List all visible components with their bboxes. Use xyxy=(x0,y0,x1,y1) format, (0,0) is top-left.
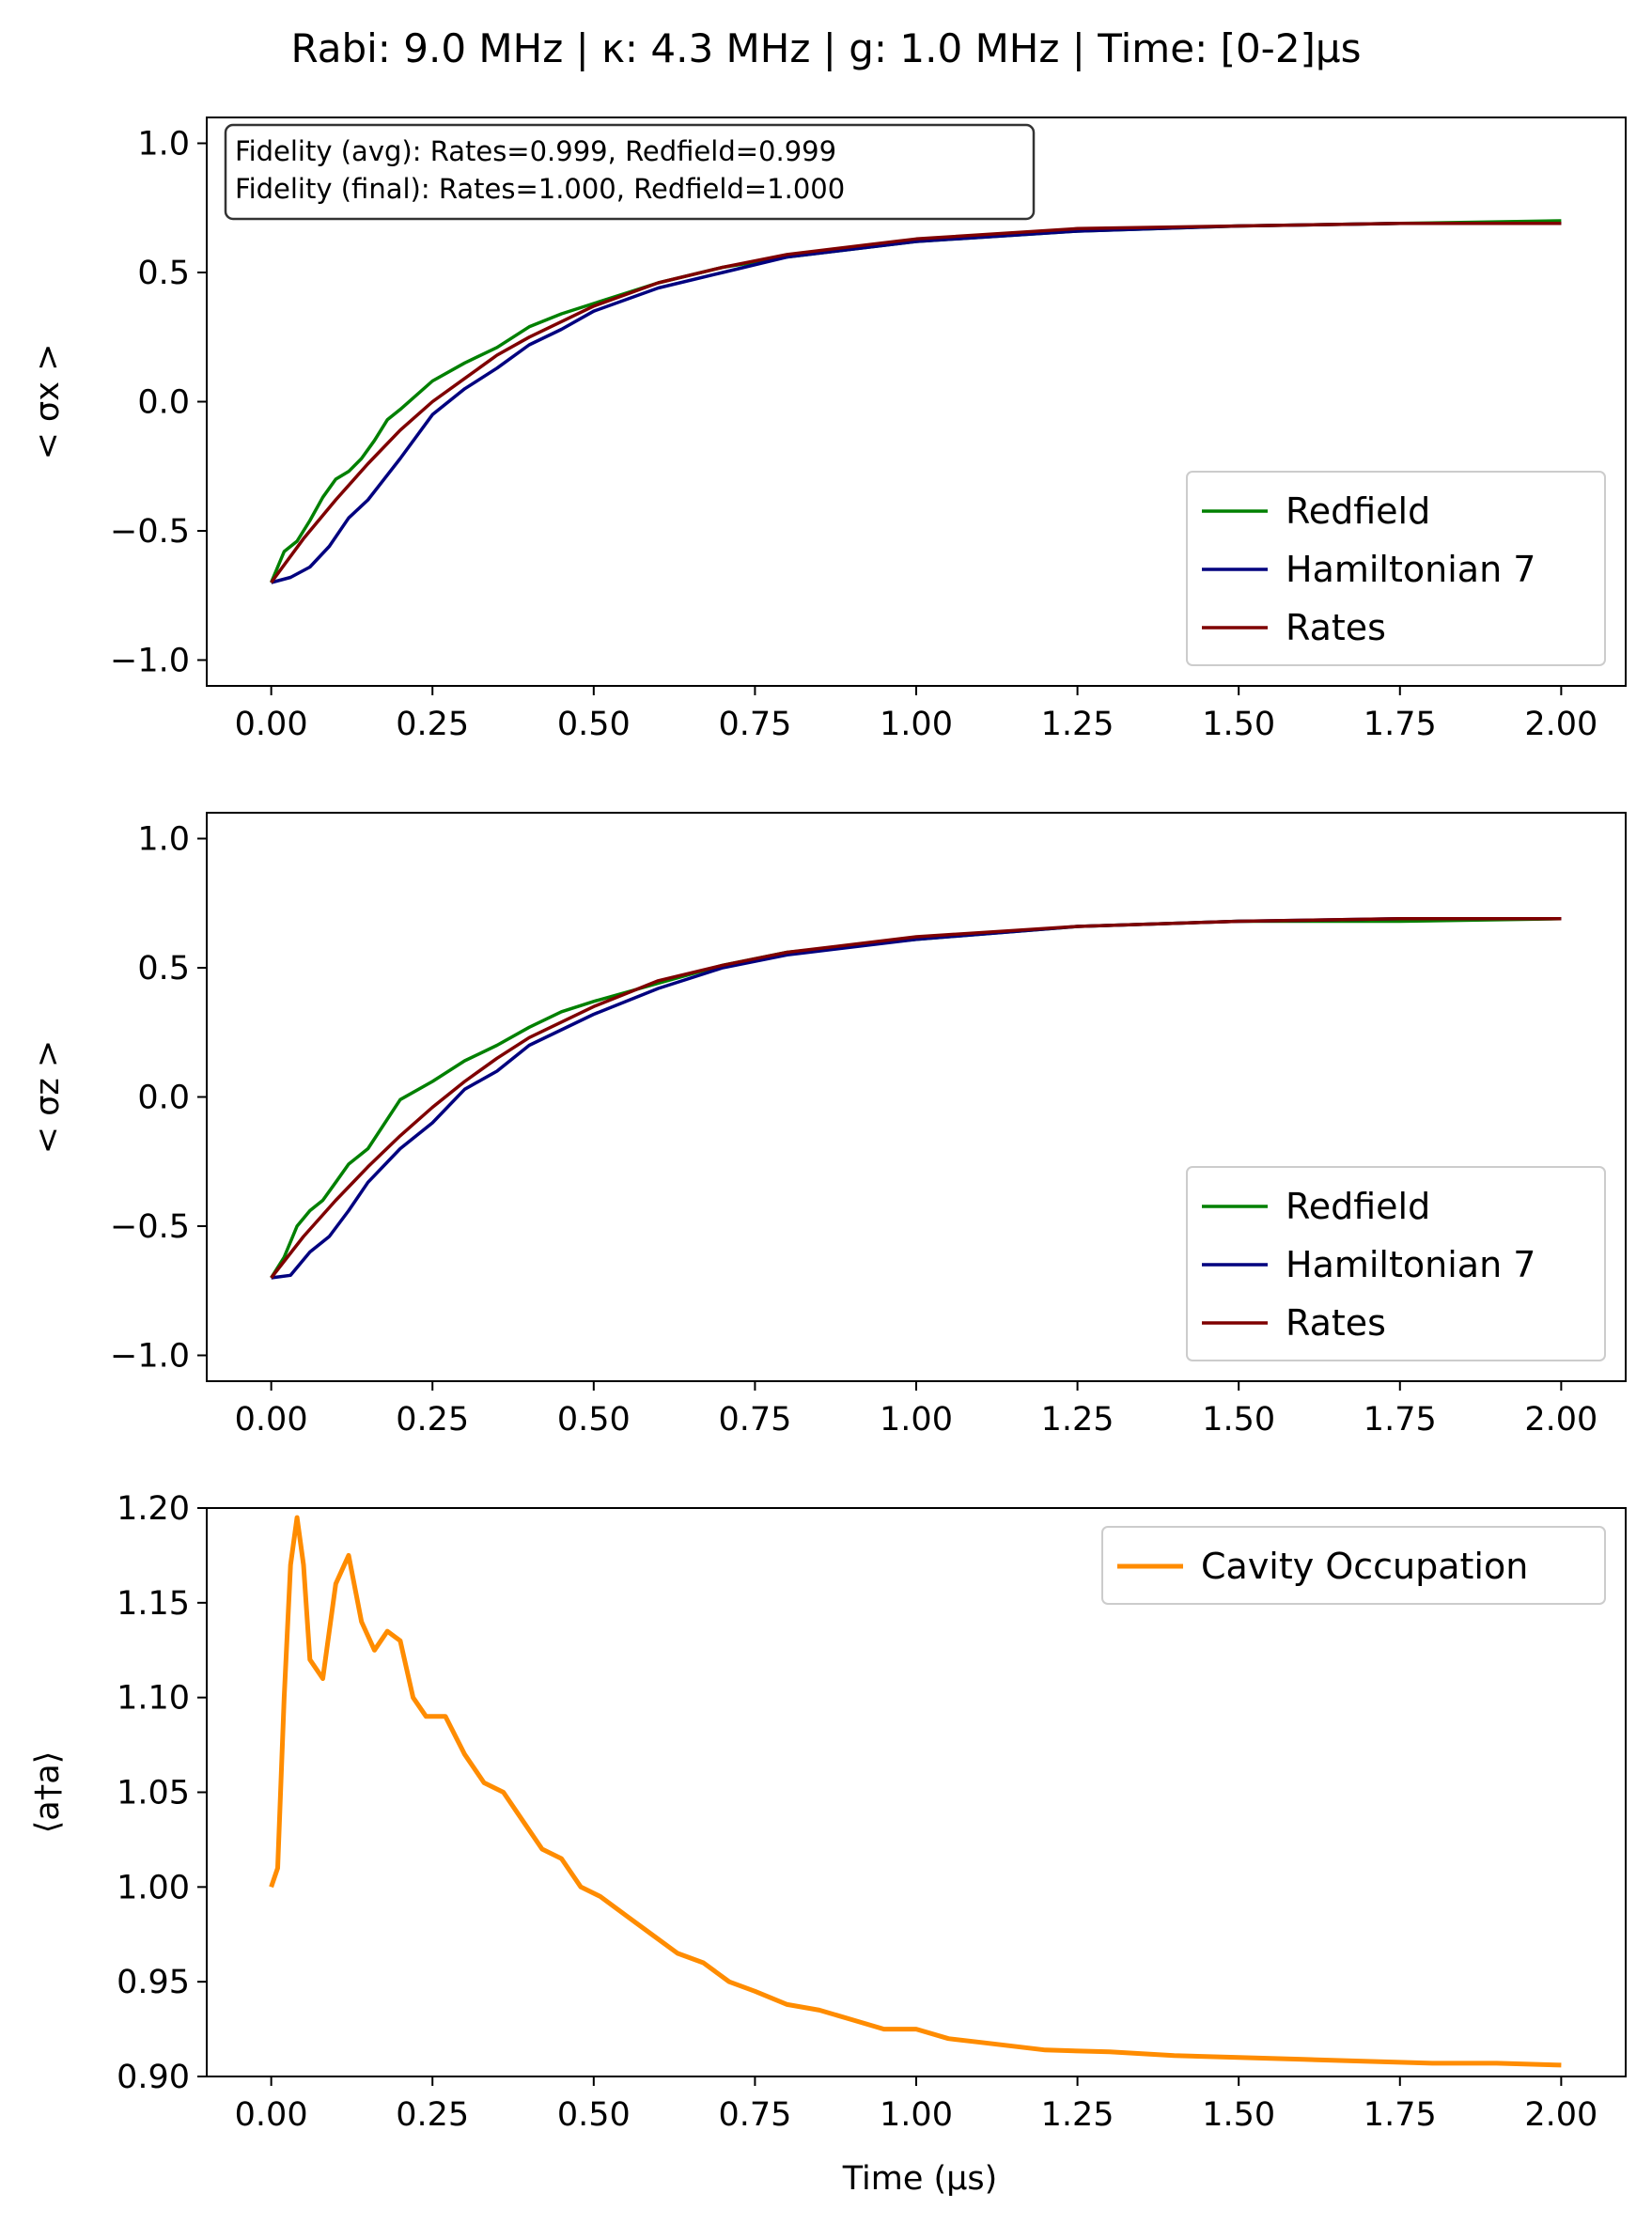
subplots: 0.00 0.25 0.50 0.75 1.00 1.25 1.50 1.75 2.00 −1.0… xyxy=(29,117,1627,2134)
legend-entry: Hamiltonian 7 xyxy=(1286,549,1535,590)
legend-box xyxy=(1186,471,1606,666)
x-tick-label: 1.00 xyxy=(880,1401,953,1439)
legend: Cavity Occupation xyxy=(1101,1526,1606,1605)
y-axis-label: < σz > xyxy=(29,1040,67,1154)
y-axis-label: ⟨a†a⟩ xyxy=(29,1751,67,1834)
y-axis-label: < σx > xyxy=(29,344,67,460)
legend-entry: Redfield xyxy=(1286,1186,1430,1227)
legend-box xyxy=(1101,1526,1606,1605)
series-line-cavity-occupation xyxy=(269,1515,1562,2068)
x-tick-label: 0.75 xyxy=(718,706,791,743)
x-tick-label: 0.25 xyxy=(396,706,469,743)
legend-entry: Cavity Occupation xyxy=(1201,1546,1528,1587)
x-tick-label: 1.75 xyxy=(1364,1401,1437,1439)
y-tick-label: −1.0 xyxy=(110,643,190,680)
y-tick-label: 0.90 xyxy=(117,2059,190,2096)
y-tick-label: 1.00 xyxy=(117,1869,190,1906)
x-tick-label: 0.75 xyxy=(718,1401,791,1439)
x-tick-label: 2.00 xyxy=(1524,2096,1597,2134)
annotation-line: Fidelity (avg): Rates=0.999, Redfield=0.… xyxy=(235,135,836,167)
x-tick-label: 2.00 xyxy=(1524,706,1597,743)
x-tick-label: 1.25 xyxy=(1041,1401,1114,1439)
x-tick-label: 1.25 xyxy=(1041,706,1114,743)
legend-entry: Rates xyxy=(1286,607,1386,648)
x-tick-label: 0.00 xyxy=(235,706,308,743)
x-tick-label: 0.50 xyxy=(557,2096,631,2134)
y-tick-label: 1.20 xyxy=(117,1490,190,1528)
y-tick-label: 0.5 xyxy=(137,255,190,292)
legend-box xyxy=(1186,1166,1606,1361)
legend-entry: Redfield xyxy=(1286,490,1430,532)
x-tick-label: 0.25 xyxy=(396,2096,469,2134)
annotation-line: Fidelity (final): Rates=1.000, Redfield=… xyxy=(235,173,845,205)
x-tick-label: 0.50 xyxy=(557,706,631,743)
y-tick-label: −0.5 xyxy=(110,513,190,551)
y-tick-label: −0.5 xyxy=(110,1208,190,1246)
figure-title: Rabi: 9.0 MHz | κ: 4.3 MHz | g: 1.0 MHz … xyxy=(290,25,1361,71)
y-tick-label: 0.5 xyxy=(137,950,190,988)
y-tick-label: 0.0 xyxy=(137,384,190,422)
legend: Redfield Hamiltonian 7 Rates xyxy=(1186,1166,1606,1361)
x-axis-label: Time (μs) xyxy=(842,2160,998,2198)
annotation-box xyxy=(224,123,1036,221)
y-tick-label: 1.05 xyxy=(117,1775,190,1812)
x-tick-label: 1.25 xyxy=(1041,2096,1114,2134)
x-tick-label: 1.00 xyxy=(880,2096,953,2134)
y-tick-label: 0.95 xyxy=(117,1964,190,2001)
subplot-2: 0.00 0.25 0.50 0.75 1.00 1.25 1.50 1.75 2.00 −1.0… xyxy=(29,812,1627,1439)
x-tick-label: 1.50 xyxy=(1202,1401,1275,1439)
x-tick-label: 0.00 xyxy=(235,1401,308,1439)
legend-entry: Rates xyxy=(1286,1302,1386,1344)
y-tick-label: 1.10 xyxy=(117,1680,190,1718)
y-tick-label: −1.0 xyxy=(110,1338,190,1376)
legend: Redfield Hamiltonian 7 Rates xyxy=(1186,471,1606,666)
subplot-1: 0.00 0.25 0.50 0.75 1.00 1.25 1.50 1.75 2.00 −1.0… xyxy=(29,117,1627,743)
x-tick-label: 1.50 xyxy=(1202,706,1275,743)
series-line-hamiltonian-7 xyxy=(271,222,1562,584)
x-tick-label: 0.00 xyxy=(235,2096,308,2134)
subplot-3: 0.00 0.25 0.50 0.75 1.00 1.25 1.50 1.75 2.00 0.90… xyxy=(29,1490,1627,2134)
series-line-rates xyxy=(270,917,1562,1280)
x-tick-label: 1.75 xyxy=(1364,706,1437,743)
x-tick-label: 2.00 xyxy=(1524,1401,1597,1439)
legend-entry: Hamiltonian 7 xyxy=(1286,1244,1535,1285)
x-tick-label: 0.50 xyxy=(557,1401,631,1439)
y-tick-label: 1.15 xyxy=(117,1585,190,1623)
x-tick-label: 0.75 xyxy=(718,2096,791,2134)
x-tick-label: 0.25 xyxy=(396,1401,469,1439)
series-line-rates xyxy=(270,222,1562,584)
y-tick-label: 0.0 xyxy=(137,1080,190,1117)
y-tick-label: 1.0 xyxy=(137,126,190,163)
fidelity-annotation: Fidelity (avg): Rates=0.999, Redfield=0.… xyxy=(224,123,1036,221)
x-tick-label: 1.50 xyxy=(1202,2096,1275,2134)
x-tick-label: 1.00 xyxy=(880,706,953,743)
y-tick-label: 1.0 xyxy=(137,821,190,859)
x-tick-label: 1.75 xyxy=(1364,2096,1437,2134)
